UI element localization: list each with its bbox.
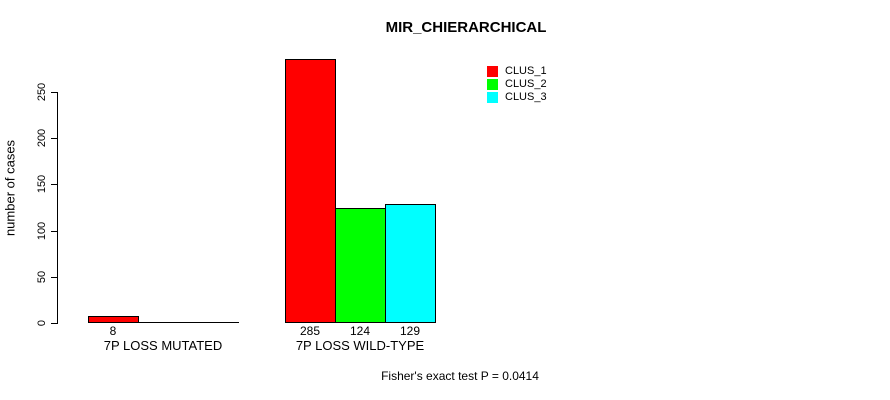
- bar-value-label: 8: [109, 324, 117, 338]
- bar-zero-clus_3-1: [188, 322, 239, 323]
- y-axis-tick: [51, 138, 58, 139]
- legend-label: CLUS_2: [505, 78, 547, 90]
- y-axis-line: [57, 92, 58, 324]
- y-tick-label: 50: [36, 270, 48, 284]
- annotation-pvalue: Fisher's exact test P = 0.0414: [381, 369, 539, 383]
- legend-label: CLUS_3: [505, 91, 547, 103]
- legend-item: CLUS_3: [487, 91, 547, 104]
- bar-clus_1-2: [285, 59, 336, 323]
- y-axis-label: number of cases: [2, 139, 18, 237]
- bar-value-label: 124: [349, 324, 371, 338]
- legend-swatch-clus_3: [487, 92, 498, 103]
- x-category-label: 7P LOSS WILD-TYPE: [295, 338, 425, 353]
- bar-value-label: 285: [299, 324, 321, 338]
- x-category-label: 7P LOSS MUTATED: [103, 338, 223, 353]
- y-tick-label: 100: [36, 221, 48, 241]
- legend-swatch-clus_1: [487, 66, 498, 77]
- bar-value-label: 129: [399, 324, 421, 338]
- y-axis-tick: [51, 92, 58, 93]
- y-axis-tick: [51, 184, 58, 185]
- bar-clus_1-1: [88, 316, 139, 323]
- y-tick-label: 200: [36, 128, 48, 148]
- y-tick-label: 150: [36, 174, 48, 194]
- y-tick-label: 0: [36, 319, 48, 327]
- bar-clus_3-2: [385, 204, 436, 323]
- bar-zero-clus_2-1: [138, 322, 189, 323]
- y-axis-tick: [51, 323, 58, 324]
- chart-title: MIR_CHIERARCHICAL: [385, 19, 547, 36]
- y-axis-tick: [51, 277, 58, 278]
- legend-item: CLUS_2: [487, 78, 547, 91]
- legend: CLUS_1 CLUS_2 CLUS_3: [487, 65, 547, 104]
- legend-item: CLUS_1: [487, 65, 547, 78]
- y-axis-tick: [51, 231, 58, 232]
- y-tick-label: 250: [36, 82, 48, 102]
- legend-label: CLUS_1: [505, 65, 547, 77]
- bar-clus_2-2: [335, 208, 386, 323]
- legend-swatch-clus_2: [487, 79, 498, 90]
